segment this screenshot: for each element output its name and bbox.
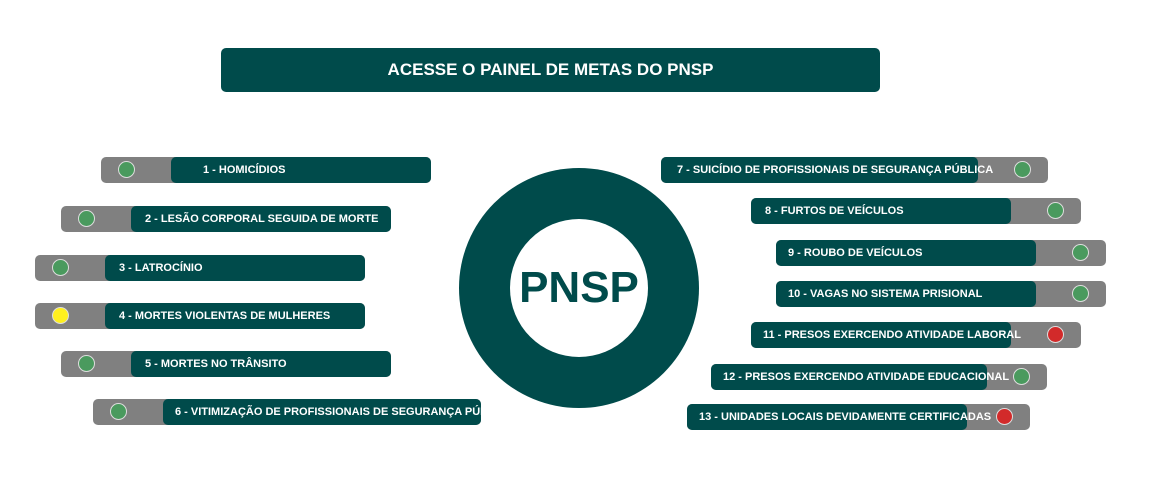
status-indicator-icon [1072,244,1089,261]
goal-item-11[interactable]: 11 - PRESOS EXERCENDO ATIVIDADE LABORAL [751,322,1081,348]
painel-metas-button[interactable]: ACESSE O PAINEL DE METAS DO PNSP [221,48,880,92]
status-indicator-icon [110,403,127,420]
goal-label: 10 - VAGAS NO SISTEMA PRISIONAL [776,281,1036,307]
goal-item-8[interactable]: 8 - FURTOS DE VEÍCULOS [751,198,1081,224]
goal-label: 13 - UNIDADES LOCAIS DEVIDAMENTE CERTIFI… [687,404,991,430]
goal-label: 2 - LESÃO CORPORAL SEGUIDA DE MORTE [131,206,391,232]
goal-label: 6 - VITIMIZAÇÃO DE PROFISSIONAIS DE SEGU… [163,399,514,425]
goal-item-1[interactable]: 1 - HOMICÍDIOS [101,157,431,183]
goal-item-7[interactable]: 7 - SUICÍDIO DE PROFISSIONAIS DE SEGURAN… [661,157,1048,183]
status-indicator-icon [1047,326,1064,343]
goal-item-2[interactable]: 2 - LESÃO CORPORAL SEGUIDA DE MORTE [61,206,391,232]
goal-label: 12 - PRESOS EXERCENDO ATIVIDADE EDUCACIO… [711,364,1009,390]
status-indicator-icon [78,355,95,372]
goal-item-13[interactable]: 13 - UNIDADES LOCAIS DEVIDAMENTE CERTIFI… [687,404,1030,430]
status-indicator-icon [52,259,69,276]
goal-label: 3 - LATROCÍNIO [105,255,365,281]
goal-item-6[interactable]: 6 - VITIMIZAÇÃO DE PROFISSIONAIS DE SEGU… [93,399,514,425]
status-indicator-icon [1013,368,1030,385]
pnsp-ring-logo: PNSP [459,168,699,408]
status-indicator-icon [1047,202,1064,219]
status-indicator-icon [1014,161,1031,178]
goal-label: 11 - PRESOS EXERCENDO ATIVIDADE LABORAL [751,322,1021,348]
pnsp-label: PNSP [510,219,648,357]
goal-item-5[interactable]: 5 - MORTES NO TRÂNSITO [61,351,391,377]
goal-item-3[interactable]: 3 - LATROCÍNIO [35,255,365,281]
status-indicator-icon [52,307,69,324]
goal-item-9[interactable]: 9 - ROUBO DE VEÍCULOS [776,240,1106,266]
goal-item-10[interactable]: 10 - VAGAS NO SISTEMA PRISIONAL [776,281,1106,307]
goal-item-12[interactable]: 12 - PRESOS EXERCENDO ATIVIDADE EDUCACIO… [711,364,1047,390]
goal-label: 9 - ROUBO DE VEÍCULOS [776,240,1036,266]
goal-item-4[interactable]: 4 - MORTES VIOLENTAS DE MULHERES [35,303,365,329]
status-indicator-icon [996,408,1013,425]
goal-label: 7 - SUICÍDIO DE PROFISSIONAIS DE SEGURAN… [661,157,993,183]
status-indicator-icon [118,161,135,178]
header-title: ACESSE O PAINEL DE METAS DO PNSP [387,60,714,79]
status-indicator-icon [1072,285,1089,302]
goal-label: 5 - MORTES NO TRÂNSITO [131,351,391,377]
goal-label: 1 - HOMICÍDIOS [171,157,431,183]
status-indicator-icon [78,210,95,227]
goal-label: 8 - FURTOS DE VEÍCULOS [751,198,1011,224]
goal-label: 4 - MORTES VIOLENTAS DE MULHERES [105,303,365,329]
